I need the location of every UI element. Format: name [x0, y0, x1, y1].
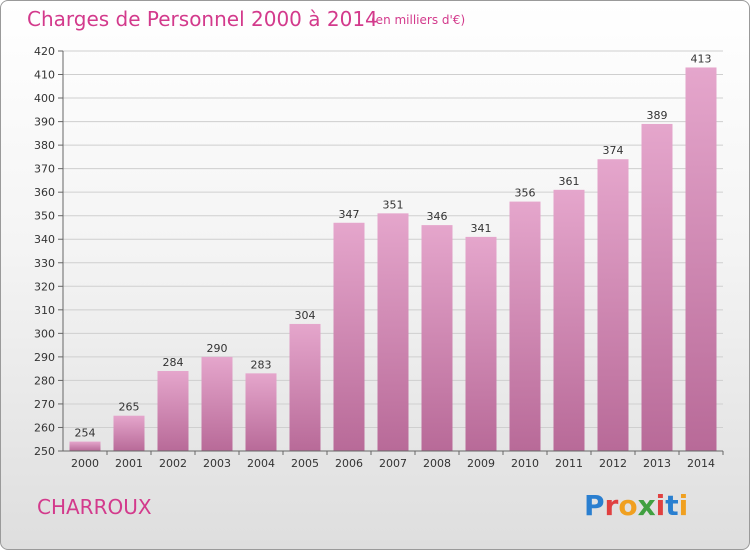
proxiti-logo: Proxiti: [584, 489, 689, 522]
y-tick-label: 390: [34, 116, 55, 129]
bar-value-label: 346: [427, 210, 448, 223]
y-tick-label: 360: [34, 186, 55, 199]
y-tick-label: 270: [34, 398, 55, 411]
bar-value-label: 290: [207, 342, 228, 355]
bar-value-label: 351: [383, 198, 404, 211]
bar: [289, 323, 321, 451]
bar-value-label: 361: [559, 175, 580, 188]
bar-value-label: 389: [647, 109, 668, 122]
bar: [421, 225, 453, 451]
y-tick-label: 280: [34, 374, 55, 387]
x-tick-label: 2011: [555, 457, 583, 470]
bar-value-label: 374: [603, 144, 624, 157]
x-tick-label: 2012: [599, 457, 627, 470]
bar-value-label: 341: [471, 222, 492, 235]
bar-value-label: 413: [691, 52, 712, 65]
chart-unit-note: (en milliers d'€): [371, 13, 466, 27]
bar-value-label: 347: [339, 208, 360, 221]
x-tick-label: 2000: [71, 457, 99, 470]
y-tick-label: 300: [34, 327, 55, 340]
y-tick-label: 340: [34, 233, 55, 246]
bar: [333, 222, 365, 451]
bar: [685, 67, 717, 452]
y-tick-label: 410: [34, 69, 55, 82]
bar: [377, 213, 409, 451]
y-tick-label: 400: [34, 92, 55, 105]
x-tick-label: 2014: [687, 457, 715, 470]
y-tick-label: 260: [34, 421, 55, 434]
chart-title: Charges de Personnel 2000 à 2014: [27, 7, 378, 31]
bar-value-label: 356: [515, 187, 536, 200]
commune-name: CHARROUX: [37, 495, 152, 519]
y-tick-label: 380: [34, 139, 55, 152]
x-tick-label: 2001: [115, 457, 143, 470]
x-tick-label: 2006: [335, 457, 363, 470]
x-tick-label: 2010: [511, 457, 539, 470]
x-tick-label: 2005: [291, 457, 319, 470]
bar-value-label: 304: [295, 309, 316, 322]
x-tick-label: 2004: [247, 457, 275, 470]
x-tick-label: 2002: [159, 457, 187, 470]
bar: [553, 189, 585, 451]
bar-value-label: 284: [163, 356, 184, 369]
bar: [641, 123, 673, 452]
y-tick-label: 310: [34, 304, 55, 317]
y-tick-label: 330: [34, 257, 55, 270]
y-tick-label: 420: [34, 45, 55, 58]
bar: [69, 441, 101, 451]
bar: [509, 201, 541, 451]
bar: [597, 159, 629, 451]
bar-value-label: 283: [251, 358, 272, 371]
bar-value-label: 265: [119, 401, 140, 414]
y-tick-label: 370: [34, 163, 55, 176]
bar-value-label: 254: [75, 427, 96, 440]
y-tick-label: 290: [34, 351, 55, 364]
bar: [465, 236, 497, 451]
y-tick-label: 250: [34, 445, 55, 458]
x-tick-label: 2008: [423, 457, 451, 470]
x-tick-label: 2007: [379, 457, 407, 470]
x-tick-label: 2009: [467, 457, 495, 470]
x-tick-label: 2013: [643, 457, 671, 470]
bar: [113, 415, 145, 451]
y-tick-label: 320: [34, 280, 55, 293]
bar: [157, 371, 189, 451]
bar: [201, 356, 233, 451]
y-tick-label: 350: [34, 210, 55, 223]
x-tick-label: 2003: [203, 457, 231, 470]
bar: [245, 373, 277, 451]
